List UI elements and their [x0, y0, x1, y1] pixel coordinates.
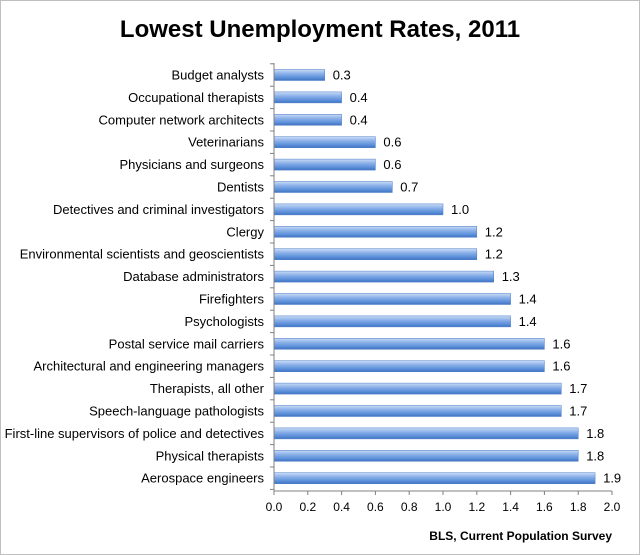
- value-label: 1.8: [586, 448, 604, 463]
- value-label: 1.3: [502, 269, 520, 284]
- x-tick-label: 1.6: [536, 500, 553, 514]
- bar: [273, 293, 511, 305]
- bar: [273, 136, 376, 148]
- bar: [273, 226, 478, 238]
- category-label: Occupational therapists: [128, 90, 264, 105]
- category-label: Budget analysts: [171, 68, 264, 83]
- bar: [273, 91, 342, 104]
- x-tick-label: 1.8: [570, 500, 587, 514]
- x-tick-label: 0.2: [299, 500, 316, 514]
- bar: [273, 450, 579, 462]
- category-label: Veterinarians: [188, 135, 264, 150]
- category-label: Speech-language pathologists: [89, 404, 264, 419]
- bar: [273, 405, 562, 417]
- bar: [273, 427, 579, 440]
- x-tick-label: 2.0: [604, 500, 621, 514]
- value-label: 1.2: [485, 247, 503, 262]
- value-label: 0.4: [350, 90, 368, 105]
- category-label: Clergy: [226, 224, 264, 239]
- bar: [273, 248, 478, 260]
- category-label: Dentists: [217, 180, 264, 195]
- category-label: Psychologists: [185, 314, 265, 329]
- category-label: Firefighters: [199, 292, 265, 307]
- category-label: Environmental scientists and geoscientis…: [20, 247, 265, 262]
- x-tick-label: 0.6: [367, 500, 384, 514]
- category-label: Physicians and surgeons: [119, 157, 264, 172]
- bar: [273, 270, 494, 283]
- category-label: Database administrators: [123, 269, 264, 284]
- category-label: Postal service mail carriers: [109, 336, 265, 351]
- value-label: 1.2: [485, 224, 503, 239]
- bar: [273, 114, 342, 126]
- bar: [273, 338, 545, 350]
- bars-layer: Budget analysts 0.3 Occupational therapist…: [5, 68, 622, 486]
- category-label: Aerospace engineers: [141, 471, 264, 486]
- bar: [273, 158, 376, 171]
- x-tick-label: 1.0: [435, 500, 452, 514]
- value-label: 1.4: [519, 314, 537, 329]
- category-label: Architectural and engineering managers: [33, 359, 264, 374]
- value-label: 1.9: [603, 471, 621, 486]
- value-label: 0.4: [350, 112, 368, 127]
- value-label: 1.6: [552, 336, 570, 351]
- axes-layer: 0.0 0.2 0.4 0.6 0.8 1.0 1.2 1.4 1.6 1.8 2.0: [266, 63, 621, 514]
- bar: [273, 315, 511, 328]
- bar: [273, 181, 393, 193]
- value-label: 1.6: [552, 359, 570, 374]
- value-label: 1.7: [569, 404, 587, 419]
- bar: [273, 382, 562, 395]
- category-label: First-line supervisors of police and det…: [5, 426, 265, 441]
- x-tick-label: 1.2: [468, 500, 485, 514]
- bar: [273, 203, 444, 216]
- value-label: 0.6: [383, 157, 401, 172]
- value-label: 1.8: [586, 426, 604, 441]
- bar: [273, 69, 325, 81]
- chart-source: BLS, Current Population Survey: [429, 529, 612, 543]
- chart-title: Lowest Unemployment Rates, 2011: [119, 16, 521, 43]
- x-tick-label: 0.4: [333, 500, 350, 514]
- bar: [273, 472, 596, 484]
- bar: [273, 360, 545, 372]
- x-tick-label: 1.4: [502, 500, 519, 514]
- category-label: Physical therapists: [156, 448, 265, 463]
- value-label: 0.6: [383, 135, 401, 150]
- value-label: 1.7: [569, 381, 587, 396]
- x-tick-label: 0.0: [266, 500, 283, 514]
- category-label: Computer network architects: [99, 112, 265, 127]
- value-label: 0.7: [400, 180, 418, 195]
- value-label: 1.0: [451, 202, 469, 217]
- category-label: Detectives and criminal investigators: [53, 202, 264, 217]
- value-label: 1.4: [519, 292, 537, 307]
- value-label: 0.3: [333, 68, 351, 83]
- category-label: Therapists, all other: [150, 381, 265, 396]
- x-tick-label: 0.8: [401, 500, 418, 514]
